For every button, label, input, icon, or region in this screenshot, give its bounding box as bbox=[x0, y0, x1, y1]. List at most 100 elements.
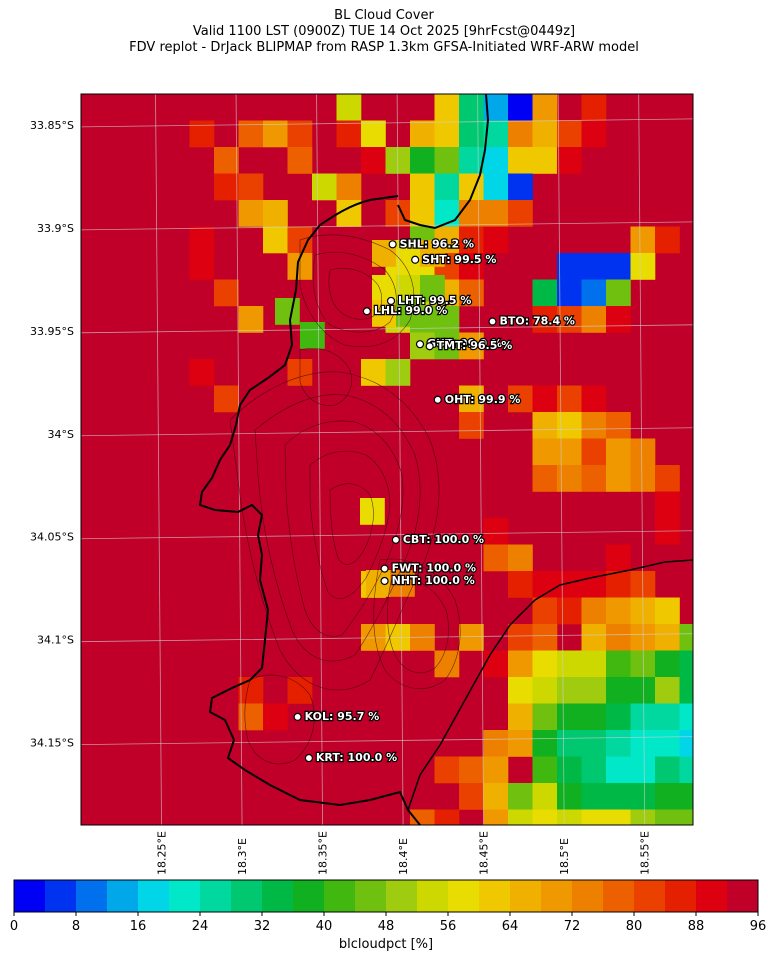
station-cbt[interactable]: CBT: 100.0 % bbox=[391, 532, 485, 547]
cloud-cell bbox=[557, 465, 582, 492]
lon-tick-label: 18.35°E bbox=[317, 831, 330, 875]
colorbar-tick-label: 16 bbox=[130, 919, 147, 934]
cloud-cell bbox=[532, 809, 558, 825]
cloud-cell bbox=[287, 677, 313, 704]
cloud-cell bbox=[606, 438, 631, 466]
colorbar-tick-label: 8 bbox=[72, 919, 80, 934]
cloud-cell bbox=[459, 147, 484, 174]
cloud-cell bbox=[630, 226, 656, 254]
station-fwt[interactable]: FWT: 100.0 % bbox=[380, 560, 477, 576]
cloud-cell bbox=[508, 809, 533, 825]
cloud-cell bbox=[655, 836, 680, 863]
cloud-cell bbox=[483, 226, 509, 254]
cloud-cell bbox=[630, 703, 656, 731]
station-kol[interactable]: KOL: 95.7 % bbox=[293, 709, 380, 724]
cloud-cell bbox=[581, 438, 607, 466]
cloud-cell bbox=[434, 94, 460, 121]
cloud-cell bbox=[581, 703, 607, 731]
cloud-cell bbox=[410, 120, 435, 148]
cloud-cell bbox=[165, 438, 190, 466]
cloud-cell bbox=[165, 94, 190, 121]
station-lhl[interactable]: LHL: 99.0 % bbox=[362, 303, 449, 318]
station-krt[interactable]: KRT: 100.0 % bbox=[304, 750, 398, 765]
lon-gridline bbox=[477, 94, 485, 825]
lon-gridline bbox=[396, 94, 404, 825]
station-label: GUT: 99.9 % bbox=[427, 337, 502, 350]
cloud-cell bbox=[483, 783, 509, 810]
cloud-cell bbox=[483, 730, 509, 757]
cloud-cell bbox=[655, 730, 680, 757]
cloud-cell bbox=[606, 730, 631, 757]
cloud-cell bbox=[557, 730, 582, 757]
lat-gridline bbox=[81, 427, 693, 437]
cloud-cell bbox=[630, 465, 656, 492]
cloud-cell bbox=[655, 465, 680, 492]
station-label: LHT: 99.5 % bbox=[398, 294, 471, 307]
cloud-cell bbox=[679, 677, 693, 704]
colorbar-tick-label: 0 bbox=[10, 919, 18, 934]
cloud-cell bbox=[679, 624, 693, 651]
cloud-cell bbox=[581, 120, 607, 148]
cloud-cell bbox=[508, 703, 533, 731]
cloud-cell bbox=[483, 173, 509, 201]
cloud-cell bbox=[459, 756, 484, 784]
station-sht[interactable]: SHT: 99.5 % bbox=[411, 252, 498, 267]
cloud-cell bbox=[557, 147, 582, 174]
cloud-cell bbox=[679, 730, 693, 757]
cloud-cell bbox=[679, 809, 693, 825]
cloud-cell bbox=[630, 783, 656, 810]
cloud-cell bbox=[508, 120, 533, 148]
cloud-cell bbox=[606, 465, 631, 492]
station-shl[interactable]: SHL: 96.2 % bbox=[388, 236, 475, 252]
cloud-cell bbox=[263, 200, 288, 227]
colorbar-swatch bbox=[200, 880, 232, 912]
cloud-cell bbox=[606, 597, 631, 625]
station-label: NHT: 100.0 % bbox=[392, 574, 475, 587]
cloud-cell bbox=[557, 253, 582, 280]
cloud-cell bbox=[655, 783, 680, 810]
cloud-cell bbox=[557, 677, 582, 704]
station-lht[interactable]: LHT: 99.5 % bbox=[386, 293, 473, 308]
cloud-cell bbox=[606, 677, 631, 704]
cloud-cell bbox=[238, 677, 264, 704]
station-gut[interactable]: GUT: 99.9 % bbox=[415, 336, 503, 351]
graticule bbox=[81, 94, 693, 825]
colorbar-swatch bbox=[634, 880, 666, 912]
cloud-cell bbox=[655, 703, 680, 731]
cloud-cell bbox=[287, 120, 313, 148]
colorbar-swatch bbox=[293, 880, 325, 912]
cloud-cell bbox=[680, 836, 705, 863]
cloud-cell bbox=[336, 173, 362, 201]
cloud-cell bbox=[238, 173, 264, 201]
cloud-cell bbox=[581, 412, 607, 439]
lon-tick-label: 18.55°E bbox=[639, 831, 652, 875]
latitude-labels: 33.85°S 33.9°S 33.95°S 34°S 34.05°S 34.1°S 34.… bbox=[30, 119, 74, 750]
colorbar-label: blcloudpct [%] bbox=[339, 937, 433, 952]
cloud-cell bbox=[189, 359, 215, 386]
cloud-cell bbox=[459, 253, 484, 280]
cloud-cell bbox=[434, 332, 460, 360]
cloud-cell bbox=[214, 279, 239, 307]
cloud-cell bbox=[606, 544, 631, 572]
cloud-cell bbox=[483, 756, 509, 784]
cloud-cell bbox=[459, 200, 484, 227]
cloud-cell bbox=[508, 730, 533, 757]
cloud-cell bbox=[581, 677, 607, 704]
lon-gridline bbox=[155, 94, 162, 825]
station-marker bbox=[415, 340, 425, 349]
cloud-cell bbox=[532, 385, 558, 413]
cloud-cell bbox=[508, 94, 533, 121]
station-nht[interactable]: NHT: 100.0 % bbox=[380, 573, 476, 588]
station-tmt[interactable]: TMT: 96.5 % bbox=[425, 338, 513, 353]
cloud-cell bbox=[287, 147, 313, 174]
lon-tick-label: 18.4°E bbox=[397, 838, 410, 875]
station-oht[interactable]: OHT: 99.9 % bbox=[433, 392, 522, 407]
cloud-cell bbox=[214, 147, 239, 174]
cloud-cell bbox=[581, 253, 607, 280]
cloud-cell bbox=[361, 120, 386, 148]
station-marker bbox=[488, 317, 497, 326]
station-bto[interactable]: BTO: 78.4 % bbox=[488, 313, 576, 329]
cloud-cell bbox=[214, 385, 239, 413]
cloud-cell bbox=[532, 677, 558, 704]
cloud-cell bbox=[483, 809, 509, 825]
